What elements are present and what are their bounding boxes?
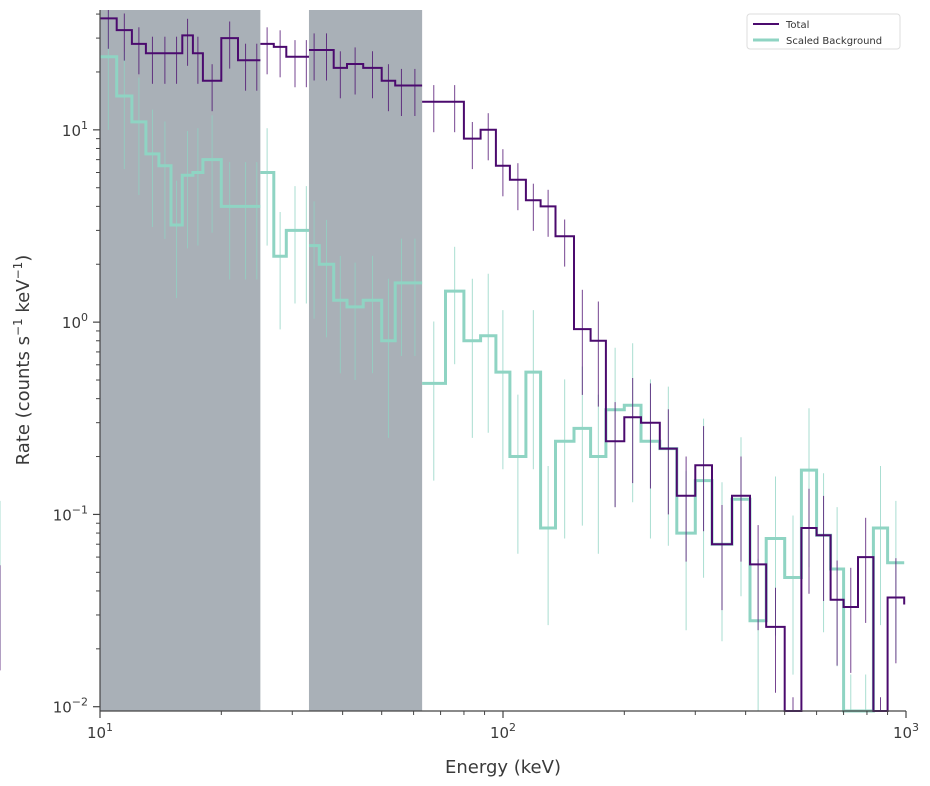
y-tick-label: 10−1 <box>53 503 88 524</box>
step-line-background <box>100 55 261 227</box>
x-tick-label: 102 <box>490 721 516 742</box>
excluded-region-1 <box>308 10 423 711</box>
legend-label-background: Scaled Background <box>786 36 882 47</box>
x-axis-title: Energy (keV) <box>445 757 561 778</box>
legend-label-total: Total <box>785 20 809 31</box>
excluded-region-0 <box>100 10 261 711</box>
axis-ticks: 101 102 103 10−2 10−1 100 101 <box>53 13 919 742</box>
legend: Total Scaled Background <box>746 13 901 50</box>
data-series <box>0 10 906 713</box>
step-line-background <box>260 171 309 258</box>
legend-box <box>746 13 901 50</box>
y-tick-label: 101 <box>62 119 88 140</box>
step-line-background <box>422 289 905 713</box>
y-axis-title: Rate (counts s−1 keV−1) <box>11 255 34 466</box>
series-total <box>0 10 906 712</box>
step-line-total <box>260 42 309 58</box>
x-tick-label: 103 <box>893 721 919 742</box>
step-line-background <box>309 244 423 343</box>
y-tick-label: 10−2 <box>53 696 88 717</box>
step-line-total <box>309 49 423 87</box>
step-line-total <box>100 17 261 82</box>
x-tick-label: 101 <box>87 721 113 742</box>
y-tick-label: 100 <box>62 311 88 332</box>
excluded-regions <box>100 10 423 711</box>
step-line-total <box>422 100 906 712</box>
